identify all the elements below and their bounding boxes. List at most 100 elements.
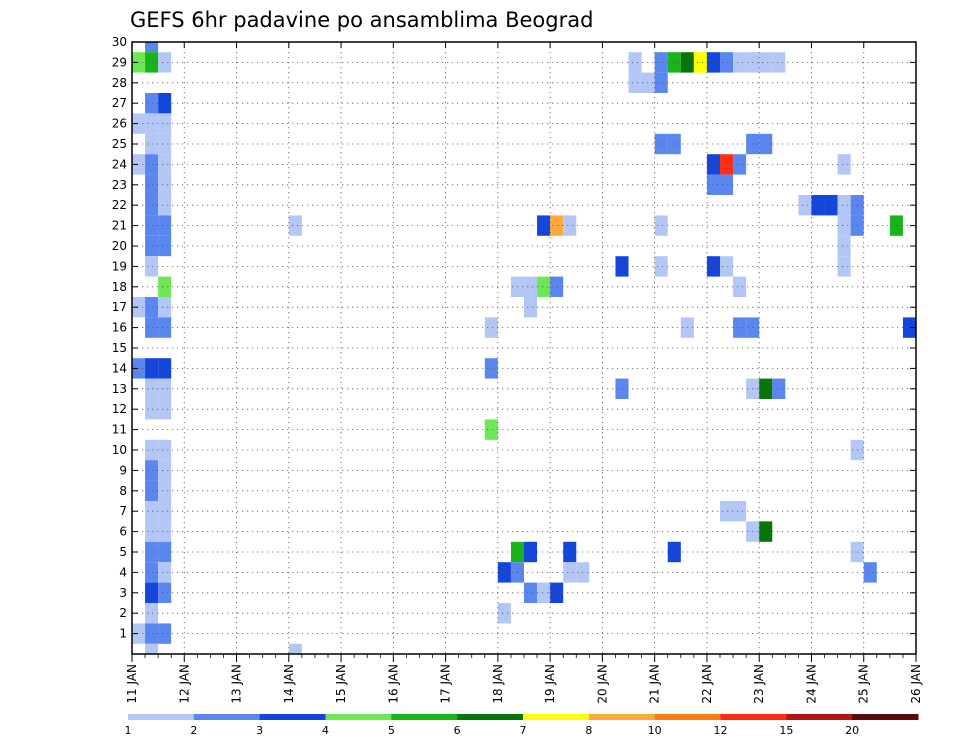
heatmap-cell (563, 562, 577, 583)
y-tick-label: 30 (112, 35, 127, 49)
colorbar-swatch (325, 714, 392, 720)
heatmap-cell (158, 378, 172, 399)
heatmap-cell (145, 541, 159, 563)
heatmap-cell (733, 154, 747, 175)
y-tick-label: 12 (112, 402, 127, 416)
y-tick-label: 29 (112, 55, 127, 69)
heatmap-cell (524, 297, 538, 318)
heatmap-cell (158, 501, 172, 522)
heatmap-cell (537, 215, 551, 236)
heatmap-cell (145, 154, 159, 175)
y-tick-label: 26 (112, 117, 127, 131)
heatmap-cell (667, 541, 681, 563)
heatmap-cell (733, 52, 747, 73)
heatmap-cell (759, 521, 773, 542)
x-tick-label: 11 JAN (125, 664, 139, 704)
heatmap-cell (158, 541, 172, 563)
heatmap-cell (145, 133, 159, 155)
y-tick-label: 21 (112, 219, 127, 233)
heatmap-cell (145, 399, 159, 420)
x-tick-label: 17 JAN (439, 664, 453, 704)
colorbar-label: 12 (714, 724, 728, 737)
y-tick-label: 11 (112, 423, 127, 437)
x-tick-label: 24 JAN (804, 664, 818, 704)
y-tick-label: 27 (112, 96, 127, 110)
y-tick-label: 2 (119, 606, 127, 620)
heatmap-cell (550, 215, 564, 236)
heatmap-cell (158, 317, 172, 338)
heatmap-cell (484, 358, 498, 379)
heatmap-cells (132, 42, 916, 654)
heatmap-cell (158, 195, 172, 216)
heatmap-cell (733, 501, 747, 522)
y-tick-label: 6 (119, 525, 127, 539)
heatmap-cell (772, 52, 786, 73)
colorbar-label: 4 (322, 724, 329, 737)
heatmap-cell (706, 256, 720, 277)
y-tick-label: 3 (119, 586, 127, 600)
colorbar-swatch (523, 714, 590, 720)
y-tick-label: 19 (112, 259, 127, 273)
heatmap-cell (145, 215, 159, 236)
heatmap-cell (902, 317, 916, 338)
colorbar-label: 8 (585, 724, 592, 737)
heatmap-cell (145, 42, 159, 53)
heatmap-cell (706, 174, 720, 195)
heatmap-cell (759, 52, 773, 73)
colorbar-label: 7 (520, 724, 527, 737)
colorbar-swatch (457, 714, 524, 720)
heatmap-cell (484, 317, 498, 338)
heatmap-cell (288, 643, 302, 654)
heatmap-cell (158, 480, 172, 501)
x-tick-label: 20 JAN (595, 664, 609, 704)
heatmap-cell (759, 133, 773, 155)
heatmap-cell (824, 195, 838, 216)
heatmap-cell (288, 215, 302, 236)
x-tick-label: 21 JAN (648, 664, 662, 704)
heatmap-cell (524, 582, 538, 603)
y-tick-label: 17 (112, 300, 127, 314)
heatmap-cell (524, 276, 538, 297)
heatmap-cell (720, 154, 734, 175)
heatmap-cell (563, 215, 577, 236)
heatmap-cell (145, 439, 159, 461)
heatmap-cell (720, 501, 734, 522)
heatmap-cell (158, 113, 172, 134)
colorbar-swatch (852, 714, 919, 720)
heatmap-cell (654, 52, 668, 73)
colorbar-label: 20 (845, 724, 859, 737)
heatmap-cell (158, 133, 172, 155)
heatmap-cell (158, 215, 172, 236)
x-axis: 11 JAN 12 JAN 13 JAN 14 JAN 15 JAN 16 JAN 17 J… (125, 42, 923, 704)
y-tick-label: 7 (119, 504, 127, 518)
heatmap-cell (654, 256, 668, 277)
heatmap-cell (145, 256, 159, 277)
heatmap-cell (706, 52, 720, 73)
heatmap-cell (132, 297, 146, 318)
heatmap-cell (145, 562, 159, 583)
heatmap-cell (628, 72, 642, 93)
heatmap-cell (145, 521, 159, 542)
colorbar-swatch (391, 714, 458, 720)
heatmap-cell (863, 562, 877, 583)
heatmap-cell (145, 297, 159, 318)
grid-lines (132, 41, 916, 654)
heatmap-cell (550, 582, 564, 603)
heatmap-cell (145, 195, 159, 216)
heatmap-cell (132, 623, 146, 644)
x-tick-label: 13 JAN (230, 664, 244, 704)
heatmap-cell (654, 72, 668, 93)
heatmap-cell (145, 113, 159, 134)
heatmap-cell (158, 235, 172, 257)
heatmap-cell (158, 174, 172, 195)
y-tick-label: 14 (112, 361, 127, 375)
heatmap-cell (145, 582, 159, 603)
colorbar-swatch (193, 714, 261, 720)
y-tick-label: 13 (112, 382, 127, 396)
heatmap-cell (132, 154, 146, 175)
colorbar-swatch (128, 714, 195, 720)
heatmap-cell (145, 358, 159, 379)
y-axis: 1234567891011121314151617181920212223242… (112, 35, 916, 641)
heatmap-cell (145, 235, 159, 257)
